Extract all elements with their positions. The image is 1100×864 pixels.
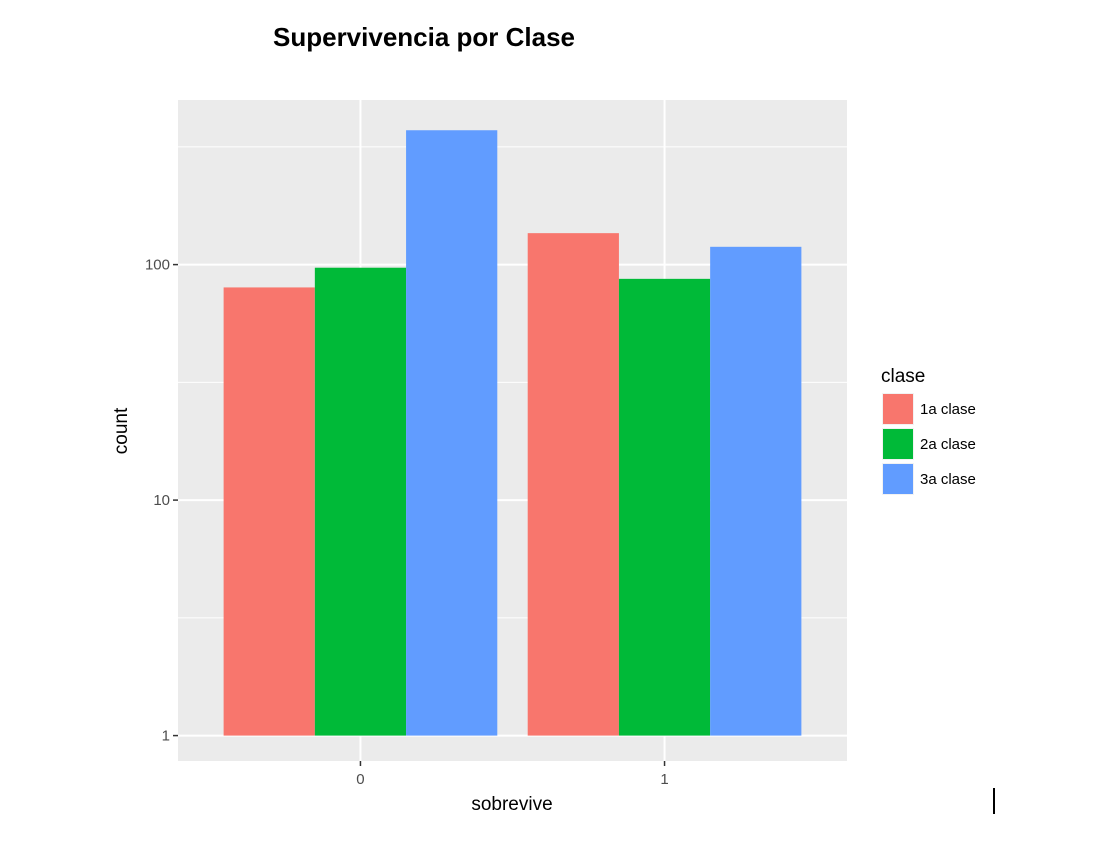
legend-swatch (883, 429, 913, 459)
legend-title: clase (881, 366, 925, 387)
chart-title: Supervivencia por Clase (273, 22, 575, 52)
x-tick-label: 1 (660, 771, 668, 788)
x-axis-title: sobrevive (471, 794, 552, 815)
bar (406, 130, 498, 736)
bar (618, 278, 711, 736)
y-tick-label: 100 (145, 257, 170, 274)
legend-label: 2a clase (920, 436, 976, 453)
legend: clase 1a clase 2a clase 3a clase (881, 366, 976, 495)
legend-label: 3a clase (920, 471, 976, 488)
y-tick-label: 10 (153, 492, 170, 509)
legend-swatch (883, 464, 913, 494)
legend-swatch (883, 394, 913, 424)
y-axis: 1 10 100 (145, 257, 178, 745)
x-tick-label: 0 (356, 771, 364, 788)
bars (223, 130, 802, 736)
y-tick-label: 1 (162, 728, 170, 745)
bar (314, 267, 407, 736)
text-cursor (993, 788, 995, 814)
y-axis-title: count (111, 407, 132, 454)
bar (710, 246, 802, 736)
legend-label: 1a clase (920, 401, 976, 418)
bar (223, 287, 315, 736)
bar (527, 233, 619, 736)
